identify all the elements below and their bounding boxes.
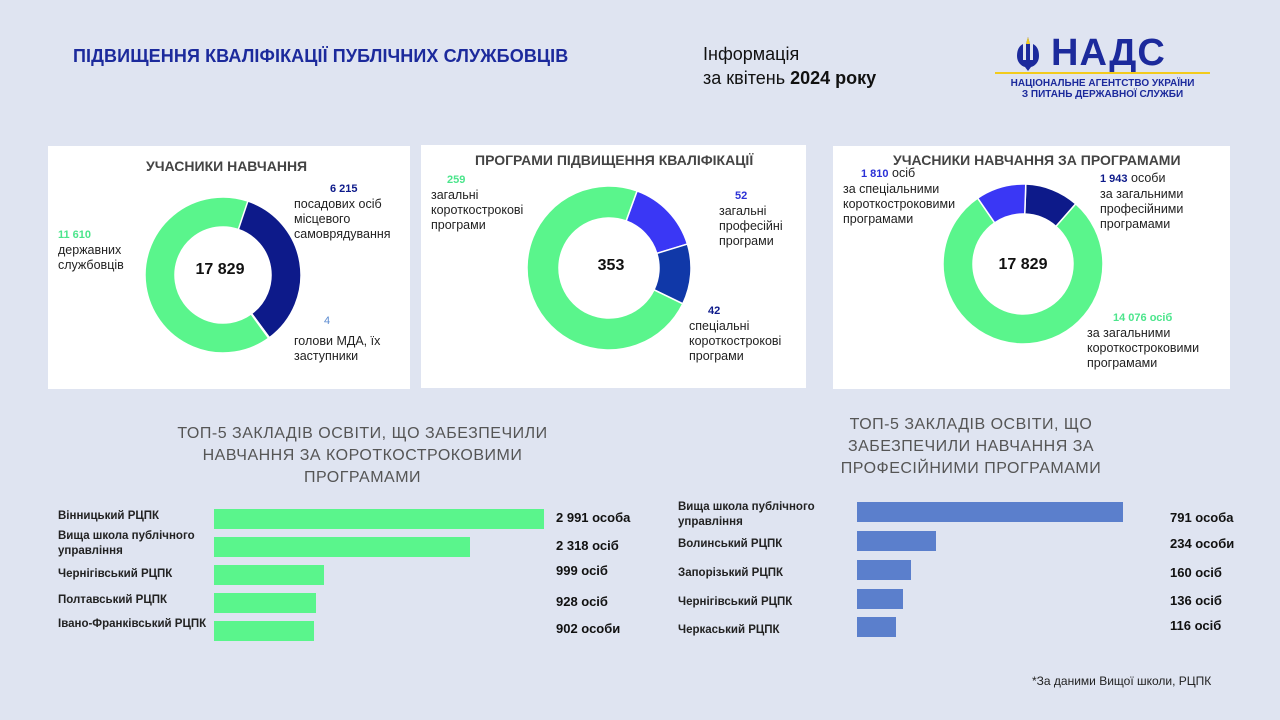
report-period-line: за квітень 2024 року <box>703 66 876 90</box>
short-programs-title: ТОП-5 ЗАКЛАДІВ ОСВІТИ, ЩО ЗАБЕЗПЕЧИЛИ НА… <box>177 425 548 486</box>
prof-programs-title: ТОП-5 ЗАКЛАДІВ ОСВІТИ, ЩО ЗАБЕЗПЕЧИЛИ НА… <box>840 416 1102 477</box>
bar-value-label: 2 991 особа <box>556 510 631 525</box>
slice-label-general-prof: 52 загальні професійні програми <box>719 189 804 249</box>
panel-title: ПРОГРАМИ ПІДВИЩЕННЯ КВАЛІФІКАЦІЇ <box>475 152 754 168</box>
slice-value: 6 215 <box>330 183 358 195</box>
slice-value: 4 <box>324 315 331 327</box>
donut-center-total: 353 <box>597 257 625 274</box>
slice-label-general-short: 259 загальні короткострокові програми <box>431 173 546 233</box>
bar-category-label: Волинський РЦПК <box>678 538 783 550</box>
participants-donut <box>144 196 302 354</box>
donut-slice <box>625 189 689 255</box>
report-period: Інформація за квітень 2024 року <box>703 42 876 90</box>
slice-label-special-short: 42 спеціальні короткострокові програми <box>689 304 806 364</box>
page-title: ПІДВИЩЕННЯ КВАЛІФІКАЦІЇ ПУБЛІЧНИХ СЛУЖБО… <box>73 46 569 66</box>
slice-text: посадових осіб місцевого самоврядування <box>294 197 391 241</box>
slice-unit: осіб <box>892 166 916 180</box>
bar-category-label: Вінницький РЦПК <box>58 510 160 522</box>
bar-value-label: 2 318 осіб <box>556 538 619 553</box>
participants-panel: УЧАСНИКИ НАВЧАННЯ 17 829 11 610 державни… <box>48 146 410 389</box>
donut-slice <box>144 196 270 354</box>
slice-text: загальні короткострокові програми <box>431 188 524 232</box>
bar <box>857 531 936 551</box>
slice-unit: особи <box>1131 171 1166 185</box>
participants-by-program-donut <box>943 184 1103 344</box>
bar <box>214 565 325 585</box>
slice-text: спеціальні короткострокові програми <box>689 319 782 363</box>
bar-value-label: 902 особи <box>556 621 621 636</box>
bar <box>214 509 544 529</box>
bar-value-label: 928 осіб <box>556 594 608 609</box>
bar <box>214 621 314 641</box>
bar-category-label: Чернігівський РЦПК <box>678 596 793 608</box>
donut-slice <box>527 186 684 350</box>
slice-text: державних службовців <box>58 243 124 272</box>
slice-label-civil-servants: 11 610 державних службовців <box>58 228 148 273</box>
bar-category-label: Полтавський РЦПК <box>58 594 168 606</box>
nads-logo: НАДС НАЦІОНАЛЬНЕ АГЕНТСТВО УКРАЇНИ З ПИТ… <box>995 32 1210 100</box>
bar <box>214 593 317 613</box>
report-year: 2024 року <box>790 68 877 88</box>
programs-panel: ПРОГРАМИ ПІДВИЩЕННЯ КВАЛІФІКАЦІЇ 353 259… <box>421 145 806 388</box>
bar-value-label: 234 особи <box>1170 536 1235 551</box>
slice-value: 259 <box>447 174 466 186</box>
bar <box>857 589 903 609</box>
slice-label-general-prof: 1 943 особи за загальними професійними п… <box>1100 171 1220 232</box>
logo-subtitle-line1: НАЦІОНАЛЬНЕ АГЕНТСТВО УКРАЇНИ <box>1010 78 1195 89</box>
slice-value-line: 1 810 осіб <box>843 166 983 182</box>
bar <box>857 560 911 580</box>
report-period-prefix: за квітень <box>703 68 786 88</box>
slice-text: голови МДА, їх заступники <box>294 334 381 363</box>
bar-category-label: Вища школа публічного управління <box>678 501 815 528</box>
donut-center-total: 17 829 <box>195 261 245 278</box>
slice-label-local-officials: 6 215 посадових осіб місцевого самовряду… <box>294 182 410 242</box>
participants-by-program-panel: УЧАСНИКИ НАВЧАННЯ ЗА ПРОГРАМАМИ 17 829 1… <box>833 146 1230 389</box>
bar-category-label: Чернігівський РЦПК <box>58 568 173 580</box>
bar-value-label: 116 осіб <box>1170 618 1222 633</box>
slice-label-general-short: 14 076 осіб за загальними короткостроков… <box>1087 311 1230 371</box>
logo-name: НАДС <box>1051 32 1166 74</box>
slice-value: 1 943 <box>1100 173 1128 185</box>
panel-title: УЧАСНИКИ НАВЧАННЯ <box>146 158 308 174</box>
bar-value-label: 136 осіб <box>1170 593 1222 608</box>
slice-text: за загальними короткостроковими програма… <box>1087 326 1200 370</box>
slice-value: 42 <box>708 305 721 317</box>
slice-text: за спеціальними короткостроковими програ… <box>843 182 956 226</box>
slice-value: 52 <box>735 190 748 202</box>
slice-label-special-short: 1 810 осіб за спеціальними короткостроко… <box>843 166 983 227</box>
bar-value-label: 999 осіб <box>556 563 608 578</box>
programs-donut <box>527 186 691 350</box>
bar-category-label: Вища школа публічного управління <box>58 530 195 557</box>
logo-divider <box>995 72 1210 74</box>
footnote: *За даними Вищої школи, РЦПК <box>1032 674 1212 688</box>
slice-value-line: 1 943 особи <box>1100 171 1220 187</box>
donut-slice <box>976 184 1027 224</box>
bar <box>857 502 1123 522</box>
trident-icon <box>1017 37 1039 71</box>
slice-value: 11 610 <box>58 229 92 241</box>
report-info-label: Інформація <box>703 44 800 64</box>
logo-subtitle-line2: З ПИТАНЬ ДЕРЖАВНОЇ СЛУЖБИ <box>1021 89 1184 100</box>
slice-value: 14 076 осіб <box>1113 312 1173 324</box>
bar-category-label: Черкаський РЦПК <box>678 624 780 636</box>
slice-value: 1 810 <box>861 168 889 180</box>
slice-text: за загальними професійними програмами <box>1100 187 1184 231</box>
bar-category-label: Запорізький РЦПК <box>678 567 784 579</box>
bar <box>857 617 896 637</box>
donut-center-total: 17 829 <box>998 256 1048 273</box>
bar <box>214 537 470 557</box>
donut-slice <box>943 197 1103 344</box>
donut-slice <box>236 199 302 339</box>
panel-title: УЧАСНИКИ НАВЧАННЯ ЗА ПРОГРАМАМИ <box>893 152 1181 168</box>
bar-value-label: 160 осіб <box>1170 565 1222 580</box>
bar-category-label: Івано-Франківський РЦПК <box>58 618 207 630</box>
slice-text: загальні професійні програми <box>719 204 783 248</box>
bar-value-label: 791 особа <box>1170 510 1234 525</box>
slice-label-heads-mda: 4 голови МДА, їх заступники <box>294 314 404 364</box>
